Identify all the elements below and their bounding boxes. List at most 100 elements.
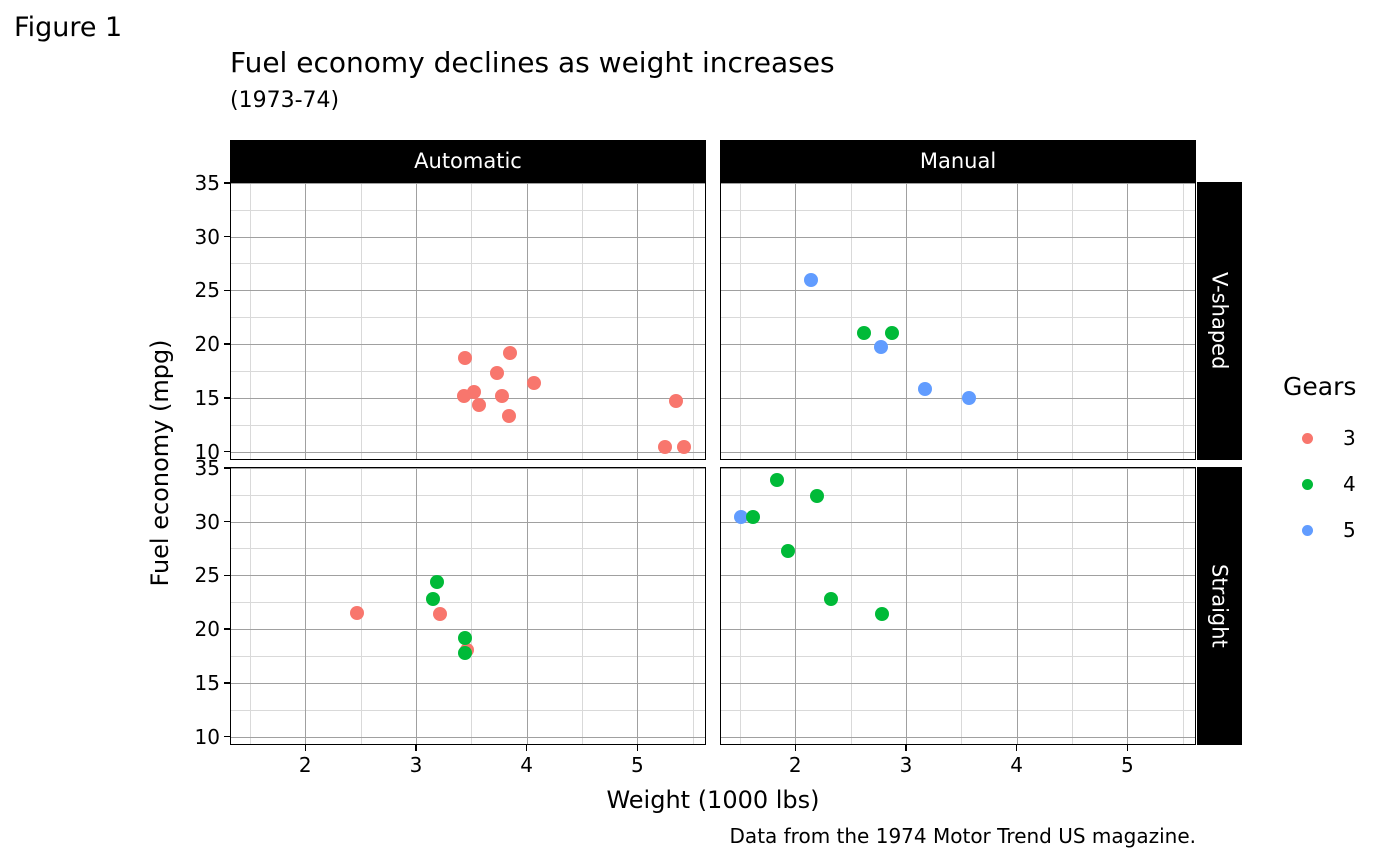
gridline-major-y	[720, 344, 1196, 346]
data-point-gear-3	[495, 388, 510, 403]
gridline-major-y	[720, 736, 1196, 738]
y-tick-mark	[224, 289, 230, 292]
x-tick-label: 4	[520, 753, 534, 777]
legend-keys: 3 4 5	[1272, 415, 1356, 553]
gridline-minor-y	[720, 709, 1196, 711]
gridline-major-y	[720, 236, 1196, 238]
gridline-major-y	[720, 629, 1196, 631]
facet-panel-manual-straight	[720, 467, 1196, 745]
gridline-major-x	[415, 467, 417, 745]
data-point-gear-3	[457, 388, 472, 403]
x-tick-label: 2	[298, 753, 312, 777]
gridline-major-x	[1127, 182, 1129, 460]
gridline-minor-x	[249, 182, 251, 460]
gridline-major-y	[230, 236, 706, 238]
data-point-gear-4	[425, 592, 440, 606]
y-tick-label: 15	[194, 670, 220, 695]
gridline-minor-y	[230, 209, 706, 211]
gridline-major-x	[637, 182, 639, 460]
y-tick-mark	[224, 520, 230, 523]
data-point-gear-5	[803, 272, 818, 287]
y-tick-label: 25	[194, 563, 220, 588]
data-point-gear-4	[457, 630, 472, 645]
gridline-major-y	[230, 182, 706, 184]
gridline-major-x	[526, 467, 528, 745]
data-point-gear-5	[873, 340, 888, 355]
gridline-minor-x	[850, 182, 852, 460]
legend-item-4: 4	[1272, 461, 1356, 507]
gridline-minor-y	[720, 424, 1196, 426]
gridline-minor-y	[230, 263, 706, 265]
gridline-minor-y	[230, 424, 706, 426]
facet-strip-straight: Straight	[1197, 467, 1242, 745]
legend-key-label: 5	[1343, 518, 1356, 542]
gridline-major-y	[230, 629, 706, 631]
gridline-major-y	[720, 682, 1196, 684]
x-tick-mark	[525, 745, 528, 751]
facet-strip-automatic: Automatic	[230, 140, 706, 182]
data-point-gear-4	[745, 510, 760, 525]
data-point-gear-3	[502, 345, 517, 360]
data-point-gear-3	[349, 605, 364, 620]
gridline-minor-x	[1072, 467, 1074, 745]
gridline-major-y	[230, 521, 706, 523]
gridline-minor-y	[230, 709, 706, 711]
x-tick-mark	[1126, 745, 1129, 751]
x-tick-label: 5	[630, 753, 644, 777]
gridline-minor-x	[961, 182, 963, 460]
data-point-gear-4	[810, 488, 825, 503]
y-tick-mark	[224, 235, 230, 238]
gridline-major-y	[230, 451, 706, 453]
gridline-major-x	[1016, 467, 1018, 745]
chart-caption: Data from the 1974 Motor Trend US magazi…	[729, 824, 1196, 848]
gridline-minor-x	[360, 182, 362, 460]
x-tick-mark	[794, 745, 797, 751]
gridline-major-y	[230, 575, 706, 577]
gridline-minor-x	[961, 467, 963, 745]
gridline-minor-y	[720, 263, 1196, 265]
facet-strip-manual: Manual	[720, 140, 1196, 182]
x-tick-mark	[1015, 745, 1018, 751]
legend-item-5: 5	[1272, 507, 1356, 553]
gridline-minor-x	[692, 467, 694, 745]
x-tick-label: 4	[1010, 753, 1024, 777]
gridline-major-y	[230, 290, 706, 292]
gridline-major-y	[720, 182, 1196, 184]
data-point-gear-3	[501, 409, 516, 424]
x-tick-mark	[636, 745, 639, 751]
gridline-minor-x	[360, 467, 362, 745]
legend-key-dot	[1302, 524, 1313, 536]
x-tick-label: 3	[899, 753, 913, 777]
gridline-major-x	[795, 467, 797, 745]
y-tick-label: 10	[194, 724, 220, 749]
y-tick-mark	[224, 343, 230, 345]
gridline-major-x	[1016, 182, 1018, 460]
gridline-minor-y	[230, 494, 706, 496]
gridline-minor-y	[720, 548, 1196, 550]
gridline-major-x	[305, 182, 307, 460]
gridline-minor-y	[720, 602, 1196, 604]
y-tick-mark	[224, 682, 230, 684]
data-point-gear-3	[677, 440, 692, 455]
data-point-gear-4	[770, 472, 784, 487]
gridline-minor-y	[720, 370, 1196, 372]
gridline-minor-x	[1182, 182, 1184, 460]
gridline-minor-y	[230, 370, 706, 372]
data-point-gear-3	[489, 366, 504, 381]
gridline-major-x	[905, 182, 907, 460]
data-point-gear-3	[432, 607, 447, 622]
gridline-minor-x	[739, 182, 741, 460]
y-tick-mark	[224, 397, 230, 399]
y-tick-label: 20	[194, 617, 220, 642]
data-point-gear-3	[457, 351, 472, 366]
x-tick-mark	[304, 745, 307, 751]
data-point-gear-4	[874, 607, 889, 622]
gridline-minor-x	[471, 467, 473, 745]
gridline-major-y	[720, 290, 1196, 292]
facet-panel-automatic-straight	[230, 467, 706, 745]
gridline-major-x	[305, 467, 307, 745]
gridline-minor-y	[230, 602, 706, 604]
legend-key-dot	[1302, 432, 1313, 444]
gridline-minor-y	[720, 209, 1196, 211]
